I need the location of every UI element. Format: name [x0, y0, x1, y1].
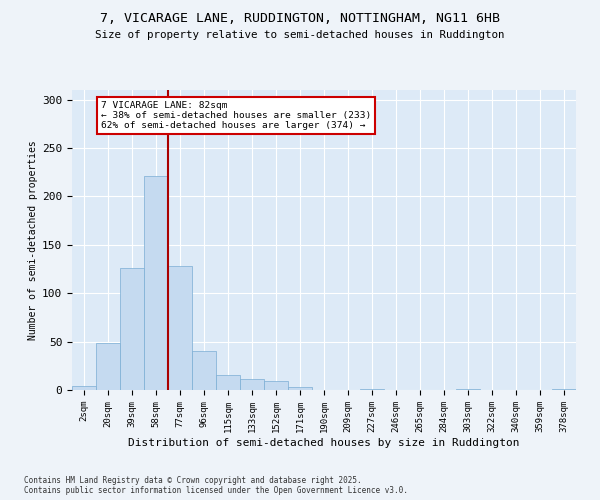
- Bar: [240, 380, 264, 390]
- Text: 7 VICARAGE LANE: 82sqm
← 38% of semi-detached houses are smaller (233)
62% of se: 7 VICARAGE LANE: 82sqm ← 38% of semi-det…: [101, 100, 371, 130]
- Text: Contains HM Land Registry data © Crown copyright and database right 2025.
Contai: Contains HM Land Registry data © Crown c…: [24, 476, 408, 495]
- Bar: [456, 389, 480, 390]
- Bar: [192, 352, 216, 390]
- Bar: [216, 374, 240, 390]
- Bar: [96, 342, 120, 390]
- X-axis label: Distribution of semi-detached houses by size in Ruddington: Distribution of semi-detached houses by …: [128, 438, 520, 448]
- Bar: [120, 268, 144, 390]
- Text: Size of property relative to semi-detached houses in Ruddington: Size of property relative to semi-detach…: [95, 30, 505, 40]
- Bar: [264, 382, 288, 390]
- Bar: [552, 389, 576, 390]
- Y-axis label: Number of semi-detached properties: Number of semi-detached properties: [28, 140, 38, 340]
- Bar: [168, 266, 192, 390]
- Bar: [72, 386, 96, 390]
- Bar: [144, 176, 168, 390]
- Bar: [360, 389, 384, 390]
- Text: 7, VICARAGE LANE, RUDDINGTON, NOTTINGHAM, NG11 6HB: 7, VICARAGE LANE, RUDDINGTON, NOTTINGHAM…: [100, 12, 500, 26]
- Bar: [288, 387, 312, 390]
